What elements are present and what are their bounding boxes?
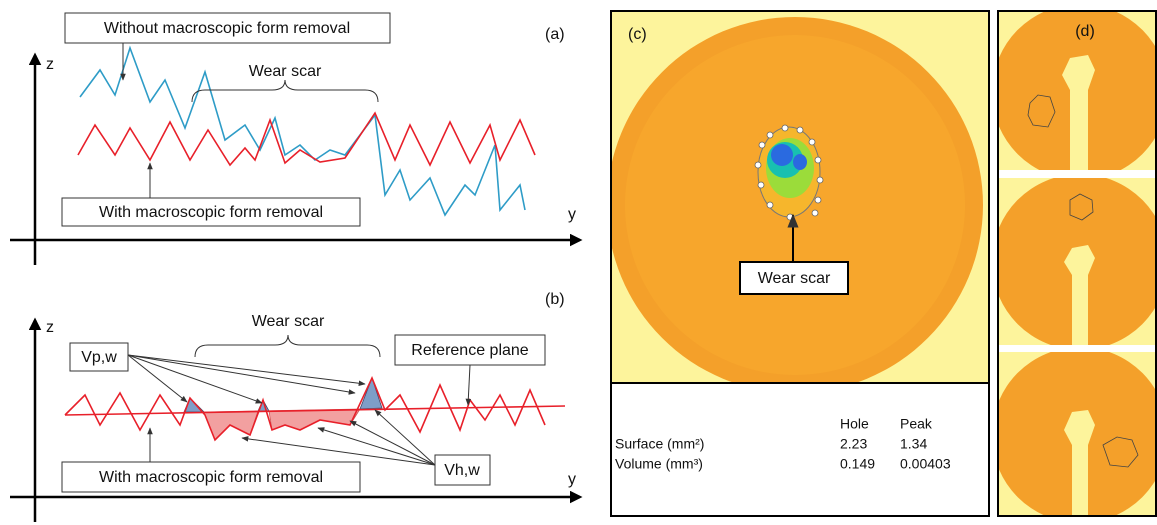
axis-label: y [568, 206, 576, 223]
label-box [61, 461, 361, 493]
panel-frame [997, 10, 1157, 517]
shape [814, 196, 822, 204]
box-text: Reference plane [411, 342, 529, 359]
arrow [317, 427, 436, 466]
box-text: Vh,w [444, 462, 480, 479]
brace [191, 79, 379, 103]
arrow [127, 354, 366, 387]
shape [1064, 410, 1095, 515]
axis-label: y [568, 471, 576, 488]
axis-label: z [46, 319, 54, 336]
shape [808, 138, 816, 146]
shape [754, 161, 762, 169]
wear-scar-zone [771, 144, 793, 166]
shape [1027, 94, 1056, 128]
brace [194, 334, 381, 358]
callout-box [739, 261, 849, 295]
shape [781, 124, 789, 132]
box-text: With macroscopic form removal [99, 469, 323, 486]
panel-label: (a) [545, 26, 565, 43]
arrow [127, 354, 356, 395]
panel-label: (d) [1075, 23, 1095, 40]
panel-frame [610, 10, 990, 517]
brace-label: Wear scar [249, 63, 322, 80]
table-cell: 0.149 [840, 456, 875, 472]
label-box [434, 454, 491, 486]
profile-unfiltered [79, 45, 526, 217]
shape [814, 156, 822, 164]
panel-label: (b) [545, 291, 565, 308]
arrow [127, 354, 263, 404]
table-cell: 2.23 [840, 436, 867, 452]
table-header: Peak [900, 416, 933, 432]
box-text: With macroscopic form removal [99, 204, 323, 221]
table-header: Hole [840, 416, 869, 432]
shape [811, 209, 819, 217]
shape [758, 141, 766, 149]
shape [757, 181, 765, 189]
profile-filtered [77, 111, 536, 167]
image [999, 352, 1155, 515]
peak-volume [359, 376, 383, 410]
panel-label: (c) [628, 26, 647, 43]
table-cell: Surface (mm²) [615, 436, 704, 452]
label-box [69, 342, 129, 372]
shape [1069, 193, 1094, 221]
panel-c: Wear scar (c) Hole Peak Surface (mm²) 2.… [610, 10, 990, 517]
label-box [394, 334, 546, 366]
profile-filtered [64, 376, 546, 442]
wear-scar-zone [793, 154, 807, 170]
label-box [61, 197, 361, 227]
brace-label: Wear scar [252, 313, 325, 330]
table-cell: 1.34 [900, 436, 927, 452]
callout-text: Wear scar [758, 270, 831, 287]
axis-label: z [46, 56, 54, 73]
label-box [64, 12, 391, 44]
panel-a: z y (a) Wear scar Without macroscopic fo… [10, 12, 583, 265]
shape [766, 131, 774, 139]
arrow [465, 364, 472, 406]
box-text: Without macroscopic form removal [104, 20, 350, 37]
shape [766, 201, 774, 209]
shape [1102, 436, 1139, 468]
table-cell: Volume (mm³) [615, 456, 703, 472]
panel-d: (d) [997, 10, 1157, 517]
shape [796, 126, 804, 134]
table-cell: 0.00403 [900, 456, 951, 472]
arrow [241, 436, 436, 466]
image [999, 178, 1155, 345]
reference-plane [64, 405, 566, 416]
arrow [349, 420, 436, 466]
hole-volume [203, 408, 361, 441]
arrow [374, 409, 436, 466]
box-text: Vp,w [81, 349, 117, 366]
image [999, 12, 1155, 170]
panel-b: z y (b) Wear scar Vp,w Reference plane W… [10, 291, 583, 522]
arrow [127, 354, 188, 403]
shape [816, 176, 824, 184]
shape [1064, 245, 1095, 345]
shape [1062, 55, 1095, 170]
